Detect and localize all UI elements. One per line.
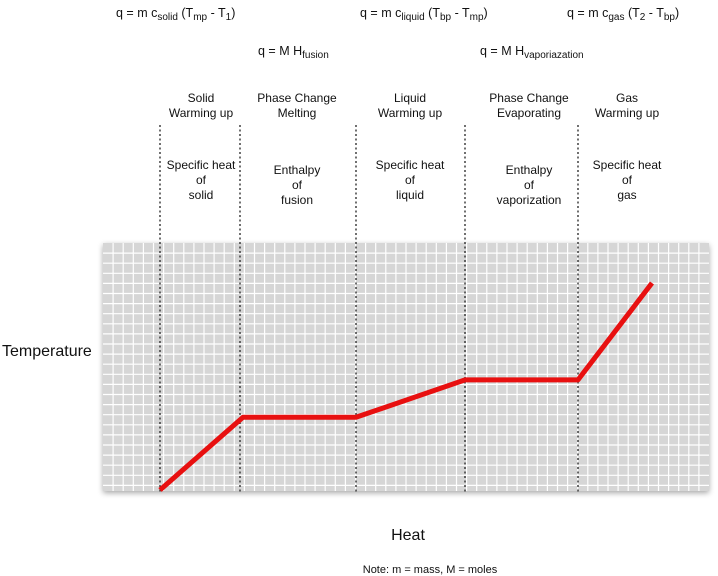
equation-vaporization: q = M Hvaporiazation (480, 44, 584, 61)
phase-property-line: Specific heat (593, 158, 662, 172)
y-axis-label: Temperature (2, 343, 92, 360)
grid-lines (103, 243, 709, 491)
phase-property-line: solid (189, 188, 214, 202)
phase-property-line: Specific heat (376, 158, 445, 172)
phase-property: Specific heat of gas (593, 158, 662, 202)
phase-property-line: of (292, 178, 303, 192)
phase-title: Phase Change Evaporating (489, 91, 569, 120)
phase-property: Enthalpy of vaporization (497, 163, 562, 207)
phase-title-line: Phase Change (257, 91, 337, 105)
phase-title-line: Warming up (378, 106, 443, 120)
phase-title: Solid Warming up (169, 91, 234, 120)
phase-property: Specific heat of solid (167, 158, 236, 202)
phase-title-line: Warming up (595, 106, 660, 120)
phase-title-line: Melting (278, 106, 317, 120)
phase-title: Phase Change Melting (257, 91, 337, 120)
phase-property-line: Specific heat (167, 158, 236, 172)
phase-title-line: Solid (188, 91, 215, 105)
phase-property: Specific heat of liquid (376, 158, 445, 202)
phase-property-line: gas (617, 188, 636, 202)
phase-title-line: Liquid (394, 91, 426, 105)
heating-curve-points (159, 282, 653, 491)
phase-title: Gas Warming up (595, 91, 660, 120)
phase-title: Liquid Warming up (378, 91, 443, 120)
phase-property: Enthalpy of fusion (274, 163, 321, 207)
phase-property-line: Enthalpy (274, 163, 321, 177)
equation-solid: q = m csolid (Tmp - T1) (116, 6, 235, 23)
plot-area (103, 243, 709, 491)
phase-title-line: Gas (616, 91, 638, 105)
equation-gas: q = m cgas (T2 - Tbp) (567, 6, 679, 23)
x-axis-label: Heat (391, 527, 425, 544)
equation-fusion: q = M Hfusion (258, 44, 329, 61)
phase-property-line: Enthalpy (506, 163, 553, 177)
phase-property-line: of (196, 173, 207, 187)
phase-property-line: fusion (281, 193, 313, 207)
phase-property-line: of (622, 173, 633, 187)
phase-property-line: vaporization (497, 193, 562, 207)
phase-property-line: liquid (396, 188, 424, 202)
phase-title-line: Phase Change (489, 91, 569, 105)
phase-property-line: of (405, 173, 416, 187)
phase-property-line: of (524, 178, 535, 192)
footnote: Note: m = mass, M = moles (363, 564, 498, 576)
equation-liquid: q = m cliquid (Tbp - Tmp) (360, 6, 488, 23)
heating-curve-line (158, 281, 654, 492)
phase-title-line: Warming up (169, 106, 234, 120)
phase-title-line: Evaporating (497, 106, 561, 120)
